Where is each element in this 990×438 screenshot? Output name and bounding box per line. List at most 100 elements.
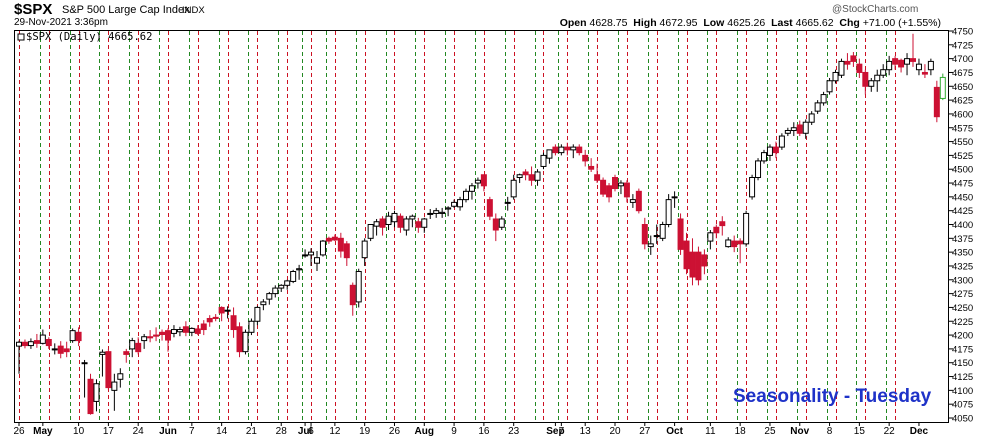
candle-body	[862, 71, 869, 87]
y-tick-label: 4750	[952, 27, 973, 38]
x-tick-label: 28	[276, 426, 288, 437]
candle-body	[498, 218, 505, 228]
candle-body	[165, 330, 171, 341]
x-tick-label: Jun	[159, 426, 177, 437]
datetime: 29-Nov-2021 3:36pm	[14, 17, 108, 28]
low-value: 4625.26	[727, 17, 766, 29]
candle-body	[534, 171, 541, 181]
candlesticks	[16, 33, 946, 415]
candle-body	[820, 94, 827, 104]
candle-body	[832, 71, 839, 82]
candle-body	[194, 328, 201, 334]
candle-body	[153, 334, 160, 337]
index-name: S&P 500 Large Cap Index	[62, 4, 190, 16]
candle-body	[468, 185, 475, 192]
candle-body	[856, 63, 863, 73]
y-tick-label: 4400	[952, 220, 973, 231]
candle-body	[504, 201, 511, 204]
x-tick-label: Oct	[666, 426, 683, 437]
x-tick-label: 6	[308, 426, 314, 437]
candle-body	[600, 179, 607, 195]
y-tick-label: 4700	[952, 54, 973, 65]
candle-body	[57, 345, 64, 354]
y-tick-label: 4175	[952, 344, 973, 355]
candle-body	[933, 86, 940, 118]
candle-body	[99, 351, 106, 355]
candle-body	[665, 199, 672, 225]
y-tick-label: 4650	[952, 82, 973, 93]
x-tick-label: Aug	[415, 426, 434, 437]
candle-body	[75, 331, 82, 342]
y-tick-label: 4575	[952, 123, 973, 134]
y-tick-label: 4500	[952, 165, 973, 176]
candle-body	[492, 218, 499, 231]
open-value: 4628.75	[589, 17, 628, 29]
candle-body	[939, 76, 946, 99]
candle-body	[236, 326, 243, 353]
exchange: INDX	[182, 5, 205, 16]
y-tick-label: 4125	[952, 372, 973, 383]
candle-body	[343, 243, 350, 259]
candle-body	[230, 315, 237, 331]
candle-body	[159, 331, 166, 336]
x-tick-label: 23	[508, 426, 520, 437]
x-tick-label: 26	[13, 426, 25, 437]
candle-body	[451, 201, 458, 207]
candle-body	[641, 224, 648, 245]
candle-body	[445, 207, 452, 210]
candle-body	[33, 340, 40, 344]
candle-body	[278, 284, 285, 289]
candle-body	[16, 341, 22, 347]
candle-body	[105, 351, 112, 389]
candle-body	[546, 149, 553, 159]
ohlc-summary: Open 4628.75 High 4672.95 Low 4625.26 La…	[560, 17, 941, 29]
y-tick-label: 4675	[952, 68, 973, 79]
candle-body	[45, 338, 52, 347]
candle-body	[27, 341, 34, 347]
candle-body	[808, 113, 815, 123]
candle-body	[51, 348, 58, 351]
x-tick-label: 22	[884, 426, 896, 437]
candle-body	[427, 212, 434, 215]
candle-body	[707, 232, 714, 242]
candle-body	[898, 59, 905, 68]
candle-body	[850, 55, 857, 62]
candle-body	[272, 287, 279, 295]
last-label: Last	[771, 17, 793, 29]
candle-body	[904, 58, 911, 65]
candle-body	[677, 218, 684, 250]
candle-body	[838, 60, 845, 76]
candle-body	[522, 171, 529, 176]
x-tick-label: 20	[609, 426, 621, 437]
candle-body	[761, 152, 767, 162]
symbol: $SPX	[14, 1, 53, 18]
candle-body	[308, 251, 315, 256]
candle-body	[337, 237, 344, 252]
candle-body	[141, 336, 148, 342]
candle-body	[647, 243, 654, 248]
candle-body	[629, 199, 636, 203]
candle-body	[325, 237, 332, 242]
candle-body	[367, 224, 374, 239]
candle-body	[915, 63, 922, 71]
y-tick-label: 4075	[952, 400, 973, 411]
candle-body	[874, 74, 881, 82]
x-tick-label: 25	[764, 426, 776, 437]
candle-body	[749, 177, 756, 198]
candle-body	[81, 362, 88, 365]
candle-body	[880, 69, 887, 76]
y-tick-label: 4225	[952, 317, 973, 328]
candle-body	[218, 306, 225, 314]
candle-body	[927, 60, 934, 71]
candle-body	[439, 211, 446, 214]
candle-body	[737, 240, 744, 245]
candle-body	[510, 179, 517, 198]
candle-body	[617, 182, 624, 187]
candle-body	[623, 182, 630, 198]
candle-body	[552, 146, 559, 154]
candle-body	[558, 146, 565, 154]
candle-body	[606, 185, 613, 198]
candle-body	[784, 130, 791, 134]
x-tick-label: 7	[189, 426, 195, 437]
